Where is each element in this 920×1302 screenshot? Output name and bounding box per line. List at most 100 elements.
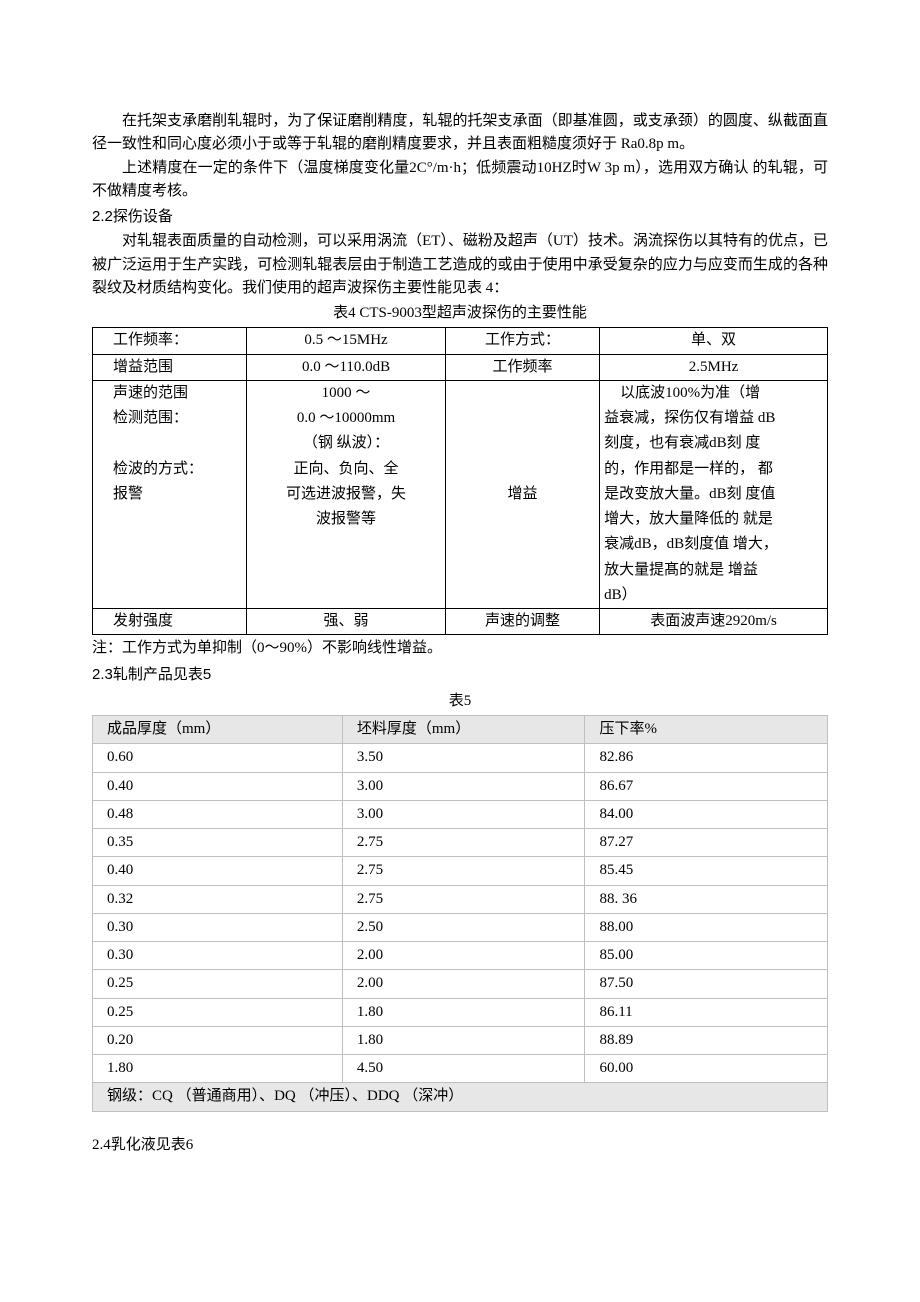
table-row: 增益范围 0.0 ～110.0dB 工作频率 2.5MHz (93, 354, 828, 380)
table-row-header: 成品厚度（mm） 坯料厚度（mm） 压下率% (93, 716, 828, 744)
t5-cell: 82.86 (585, 744, 828, 772)
t4-cell: dB） (600, 583, 828, 609)
t4-cell: 波报警等 (247, 507, 445, 532)
t4-cell (93, 532, 247, 557)
paragraph-2: 上述精度在一定的条件下（温度梯度变化量2C°/m·h；低频震动10HZ时W 3p… (92, 157, 828, 204)
t4-cell: 检波的方式： (93, 457, 247, 482)
t5-cell: 2.00 (342, 942, 585, 970)
t4-cell: 声速的调整 (445, 609, 599, 635)
table-row: 0.352.7587.27 (93, 829, 828, 857)
t4-cell: 0.0 ～10000mm (247, 406, 445, 431)
table-row-footer: 钢级：CQ （普通商用）、DQ （冲压）、DDQ （深冲） (93, 1083, 828, 1111)
paragraph-1: 在托架支承磨削轧辊时，为了保证磨削精度，轧辊的托架支承面（即基准圆，或支承颈）的… (92, 110, 828, 157)
t5-footer: 钢级：CQ （普通商用）、DQ （冲压）、DDQ （深冲） (93, 1083, 828, 1111)
t4-cell (247, 532, 445, 557)
t5-cell: 84.00 (585, 800, 828, 828)
t4-cell: 1000 ～ (247, 380, 445, 406)
t5-cell: 2.75 (342, 829, 585, 857)
t5-cell: 3.50 (342, 744, 585, 772)
t5-cell: 1.80 (93, 1055, 343, 1083)
table-row: 0.302.0085.00 (93, 942, 828, 970)
table-row: 0.483.0084.00 (93, 800, 828, 828)
t5-cell: 0.40 (93, 857, 343, 885)
table-row: 0.252.0087.50 (93, 970, 828, 998)
t4-cell: 放大量提髙的就是 增益 (600, 558, 828, 583)
t4-cell (93, 507, 247, 532)
t5-cell: 85.45 (585, 857, 828, 885)
t4-cell: 报警 (93, 482, 247, 507)
table-4: 工作频率： 0.5 ～15MHz 工作方式： 单、双 增益范围 0.0 ～110… (92, 327, 828, 635)
t4-cell (93, 583, 247, 609)
t5-cell: 87.50 (585, 970, 828, 998)
t4-cell: 0.5 ～15MHz (247, 328, 445, 354)
table-row: 0.603.5082.86 (93, 744, 828, 772)
t5-cell: 0.25 (93, 998, 343, 1026)
table-row: 0.402.7585.45 (93, 857, 828, 885)
table4-caption: 表4 CTS-9003型超声波探伤的主要性能 (92, 302, 828, 325)
t4-cell: 以底波100%为准（增 (600, 380, 828, 406)
table-row: 声速的范围 1000 ～ 增益 以底波100%为准（增 (93, 380, 828, 406)
heading-2-2: 2.2探伤设备 (92, 205, 828, 228)
t5-cell: 3.00 (342, 772, 585, 800)
t4-cell: 增益范围 (93, 354, 247, 380)
t4-cell: 是改变放大量。dB刻 度值 (600, 482, 828, 507)
t4-cell: 工作频率 (445, 354, 599, 380)
t5-cell: 0.30 (93, 942, 343, 970)
t4-cell: 增大，放大量降低的 就是 (600, 507, 828, 532)
t4-cell: 工作频率： (93, 328, 247, 354)
t5-cell: 86.11 (585, 998, 828, 1026)
table-row: 0.322.7588. 36 (93, 885, 828, 913)
t4-cell (247, 558, 445, 583)
t4-cell-gain-label: 增益 (445, 380, 599, 608)
t5-cell: 2.75 (342, 857, 585, 885)
t4-cell: （钢 纵波）： (247, 431, 445, 456)
t5-cell: 0.25 (93, 970, 343, 998)
table-row: 0.302.5088.00 (93, 913, 828, 941)
t4-cell: 声速的范围 (93, 380, 247, 406)
t5-cell: 2.00 (342, 970, 585, 998)
t5-cell: 0.60 (93, 744, 343, 772)
t5-header: 成品厚度（mm） (93, 716, 343, 744)
t5-cell: 1.80 (342, 998, 585, 1026)
t4-cell: 强、弱 (247, 609, 445, 635)
table-row: 0.201.8088.89 (93, 1026, 828, 1054)
table-row: 发射强度 强、弱 声速的调整 表面波声速2920m/s (93, 609, 828, 635)
t5-cell: 0.35 (93, 829, 343, 857)
table-row: 工作频率： 0.5 ～15MHz 工作方式： 单、双 (93, 328, 828, 354)
heading-2-3: 2.3轧制产品见表5 (92, 663, 828, 686)
t4-cell: 表面波声速2920m/s (600, 609, 828, 635)
t5-cell: 2.50 (342, 913, 585, 941)
t4-cell: 刻度，也有衰减dB刻 度 (600, 431, 828, 456)
t5-cell: 85.00 (585, 942, 828, 970)
t5-cell: 87.27 (585, 829, 828, 857)
t4-cell: 益衰减，探伤仅有增益 dB (600, 406, 828, 431)
t4-cell: 单、双 (600, 328, 828, 354)
table4-note: 注：工作方式为单抑制（0～90%）不影响线性增益。 (92, 637, 828, 660)
t5-cell: 0.32 (93, 885, 343, 913)
t4-cell: 衰减dB，dB刻度值 增大， (600, 532, 828, 557)
paragraph-3: 对轧辊表面质量的自动检测，可以采用涡流（ET）、磁粉及超声（UT）技术。涡流探伤… (92, 230, 828, 300)
t5-cell: 2.75 (342, 885, 585, 913)
t5-cell: 4.50 (342, 1055, 585, 1083)
t5-cell: 60.00 (585, 1055, 828, 1083)
t4-cell: 工作方式： (445, 328, 599, 354)
t4-cell: 可选进波报警，失 (247, 482, 445, 507)
t5-cell: 86.67 (585, 772, 828, 800)
t4-cell: 发射强度 (93, 609, 247, 635)
table5-caption: 表5 (92, 690, 828, 713)
t4-cell (93, 431, 247, 456)
heading-2-4: 2.4乳化液见表6 (92, 1134, 828, 1157)
t4-cell: 正向、负向、全 (247, 457, 445, 482)
t5-cell: 88.89 (585, 1026, 828, 1054)
table-5: 成品厚度（mm） 坯料厚度（mm） 压下率% 0.603.5082.86 0.4… (92, 715, 828, 1112)
t5-cell: 88.00 (585, 913, 828, 941)
t4-cell: 检测范围： (93, 406, 247, 431)
t5-cell: 0.20 (93, 1026, 343, 1054)
t4-cell (93, 558, 247, 583)
t4-cell: 2.5MHz (600, 354, 828, 380)
t5-header: 坯料厚度（mm） (342, 716, 585, 744)
t5-cell: 88. 36 (585, 885, 828, 913)
t5-cell: 3.00 (342, 800, 585, 828)
t4-cell: 0.0 ～110.0dB (247, 354, 445, 380)
table-row: 0.403.0086.67 (93, 772, 828, 800)
